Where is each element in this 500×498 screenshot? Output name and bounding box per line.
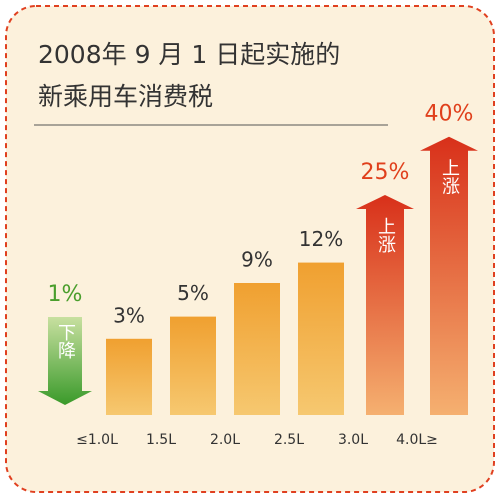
value-label: 40% [425,102,474,127]
arrow-label: 上涨 [439,159,460,195]
value-label: 25% [361,160,410,185]
x-tick-label: 2.5L [274,432,304,448]
x-tick-label: ≤1.0L [76,432,118,448]
title-line: 新乘用车消费税 [38,82,213,111]
arrow-label: 上涨 [375,217,396,253]
bar [106,338,152,415]
x-tick-label: 4.0L≥ [396,432,438,448]
up-arrow [420,136,478,416]
down-arrow [38,317,92,405]
value-label: 3% [113,303,145,327]
x-tick-label: 2.0L [210,432,240,448]
arrow-label: 下降 [55,323,76,359]
bar [234,283,280,415]
value-label: 1% [48,282,83,307]
value-label: 9% [241,248,273,272]
value-label: 5% [177,281,209,305]
bar [298,262,344,415]
value-label: 12% [299,227,343,251]
x-tick-label: 3.0L [338,432,368,448]
bar [170,316,216,415]
title-line: 2008年 9 月 1 日起实施的 [38,40,340,69]
up-arrow [356,195,414,415]
x-tick-label: 1.5L [146,432,176,448]
